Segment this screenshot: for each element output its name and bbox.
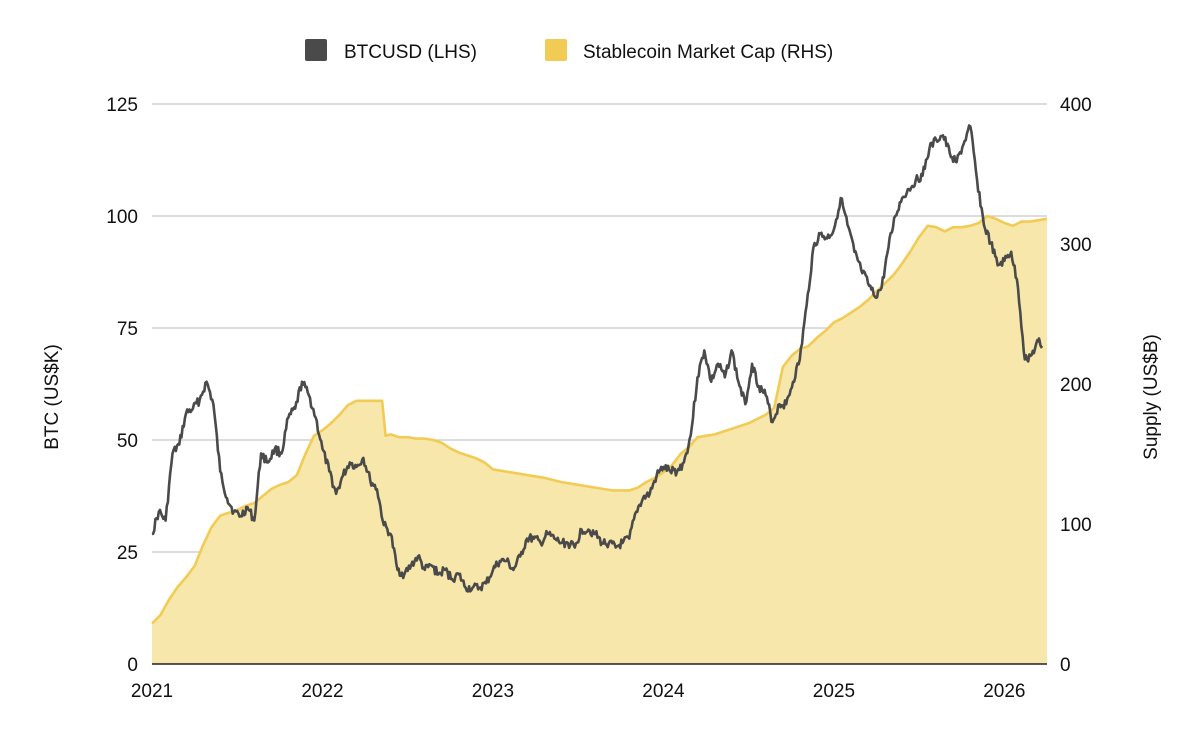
right-tick-label-100: 100 xyxy=(1060,515,1092,536)
line-btcusd-lhs xyxy=(151,124,1044,593)
legend-label-btc: BTCUSD (LHS) xyxy=(344,42,477,63)
right-tick-label-0: 0 xyxy=(1060,655,1071,676)
legend-swatch-btc xyxy=(305,39,327,61)
left-axis-ticks: 0 25 50 75 100 125 xyxy=(106,95,138,676)
right-axis-title: Supply (US$B) xyxy=(1141,334,1162,460)
left-tick-label-125: 125 xyxy=(106,95,138,116)
series-line-layer xyxy=(151,124,1048,625)
left-tick-label-50: 50 xyxy=(117,431,138,452)
area-stablecoin-market-cap-rhs xyxy=(152,216,1047,664)
x-tick-label-2024: 2024 xyxy=(642,681,685,702)
x-axis-ticks: 2021 2022 2023 2024 2025 2026 xyxy=(131,681,1026,702)
left-axis-title: BTC (US$K) xyxy=(42,344,63,450)
series-area-layer xyxy=(152,216,1047,664)
right-tick-label-400: 400 xyxy=(1060,95,1092,116)
x-tick-label-2025: 2025 xyxy=(813,681,855,702)
x-tick-label-2023: 2023 xyxy=(472,681,514,702)
left-tick-label-25: 25 xyxy=(117,543,138,564)
legend-label-stablecoin: Stablecoin Market Cap (RHS) xyxy=(583,42,833,63)
left-tick-label-75: 75 xyxy=(117,319,138,340)
left-tick-label-0: 0 xyxy=(127,655,138,676)
line-stablecoin-market-cap-rhs xyxy=(151,214,1048,625)
left-tick-label-100: 100 xyxy=(106,207,138,228)
legend: BTCUSD (LHS) Stablecoin Market Cap (RHS) xyxy=(305,39,833,63)
x-tick-label-2021: 2021 xyxy=(131,681,173,702)
right-tick-label-200: 200 xyxy=(1060,375,1092,396)
x-tick-label-2026: 2026 xyxy=(983,681,1025,702)
legend-swatch-stablecoin xyxy=(545,39,567,61)
right-tick-label-300: 300 xyxy=(1060,235,1092,256)
x-tick-label-2022: 2022 xyxy=(301,681,343,702)
right-axis-ticks: 0 100 200 300 400 xyxy=(1060,95,1092,676)
